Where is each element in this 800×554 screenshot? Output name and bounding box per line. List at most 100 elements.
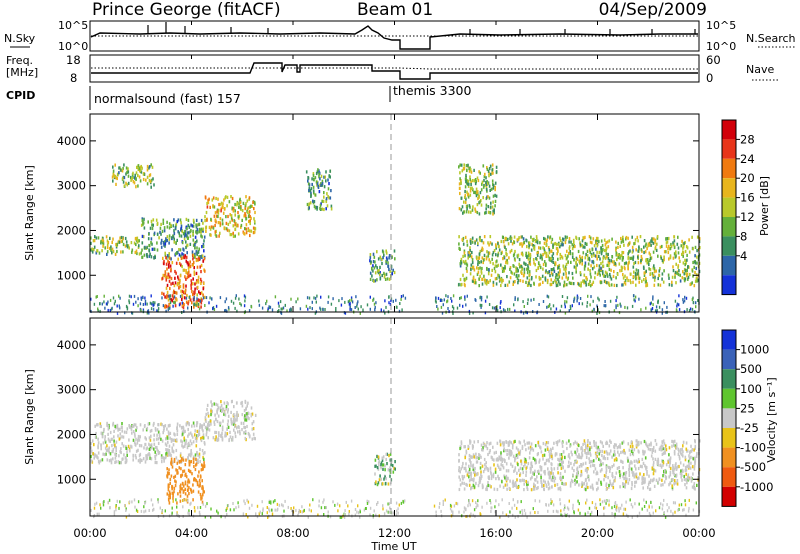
- data-cell: [202, 229, 204, 233]
- data-cell: [235, 224, 238, 228]
- data-cell: [468, 254, 471, 258]
- data-cell: [470, 471, 473, 475]
- data-cell: [592, 261, 595, 265]
- data-cell: [162, 241, 165, 245]
- data-cell: [653, 283, 656, 287]
- data-cell: [160, 241, 162, 245]
- data-cell: [481, 266, 483, 271]
- data-cell: [179, 248, 182, 252]
- data-cell: [475, 481, 477, 485]
- data-cell: [223, 226, 226, 231]
- data-cell: [625, 480, 627, 484]
- data-cell: [590, 295, 592, 299]
- data-cell: [620, 450, 622, 455]
- data-cell: [92, 239, 95, 243]
- data-cell: [234, 418, 237, 422]
- data-cell: [379, 277, 382, 281]
- data-cell: [486, 467, 488, 471]
- data-cell: [677, 265, 679, 269]
- data-cell: [466, 207, 468, 211]
- data-cell: [223, 410, 226, 414]
- data-cell: [566, 300, 568, 304]
- data-cell: [582, 462, 585, 466]
- data-cell: [472, 265, 475, 269]
- data-cell: [195, 463, 197, 467]
- data-cell: [613, 463, 615, 467]
- data-cell: [478, 212, 481, 216]
- data-cell: [630, 272, 632, 276]
- data-cell: [311, 307, 313, 311]
- data-cell: [192, 421, 195, 425]
- data-cell: [112, 421, 115, 425]
- data-cell: [596, 481, 599, 485]
- data-cell: [212, 196, 215, 200]
- data-cell: [463, 445, 465, 449]
- data-cell: [208, 423, 211, 427]
- data-cell: [551, 478, 554, 483]
- data-cell: [642, 480, 645, 484]
- data-cell: [173, 237, 175, 241]
- data-cell: [505, 474, 508, 478]
- data-cell: [189, 260, 191, 264]
- data-cell: [187, 300, 190, 304]
- data-cell: [473, 477, 475, 481]
- data-cell: [550, 257, 552, 261]
- data-cell: [171, 461, 174, 465]
- data-cell: [382, 455, 385, 459]
- data-cell: [119, 436, 122, 440]
- data-cell: [595, 241, 598, 245]
- data-cell: [578, 483, 580, 487]
- data-cell: [380, 466, 382, 470]
- data-cell: [624, 482, 627, 487]
- data-cell: [472, 454, 475, 459]
- data-cell: [669, 456, 672, 460]
- data-cell: [252, 226, 255, 230]
- data-cell: [120, 461, 122, 465]
- data-cell: [485, 282, 488, 286]
- data-cell: [536, 486, 538, 491]
- data-cell: [119, 296, 121, 300]
- data-cell: [617, 303, 619, 307]
- data-cell: [637, 239, 639, 243]
- data-cell: [669, 459, 672, 463]
- data-cell: [305, 170, 308, 174]
- data-cell: [559, 282, 561, 286]
- data-cell: [567, 260, 569, 264]
- data-cell: [497, 251, 500, 255]
- data-cell: [579, 241, 581, 245]
- data-cell: [236, 426, 238, 430]
- data-cell: [632, 257, 634, 262]
- data-cell: [125, 456, 127, 460]
- data-cell: [97, 444, 99, 448]
- data-cell: [456, 306, 459, 310]
- data-cell: [104, 446, 107, 450]
- data-cell: [523, 457, 526, 461]
- data-cell: [389, 469, 391, 473]
- data-cell: [502, 466, 505, 470]
- data-cell: [535, 268, 538, 273]
- data-cell: [497, 253, 499, 257]
- data-cell: [530, 461, 533, 465]
- data-cell: [556, 283, 559, 287]
- data-cell: [167, 485, 170, 489]
- beam-title: Beam 01: [357, 0, 433, 20]
- data-cell: [586, 468, 588, 472]
- data-cell: [571, 243, 574, 247]
- nave-tick-high: 60: [706, 53, 721, 67]
- data-cell: [686, 308, 688, 312]
- data-cell: [220, 201, 223, 205]
- data-cell: [540, 465, 543, 469]
- data-cell: [688, 250, 691, 254]
- data-cell: [459, 277, 462, 282]
- data-cell: [151, 446, 153, 450]
- data-cell: [197, 230, 199, 234]
- data-cell: [204, 426, 207, 430]
- data-cell: [234, 431, 236, 435]
- data-cell: [163, 305, 166, 309]
- data-cell: [181, 432, 184, 436]
- data-cell: [639, 472, 641, 476]
- data-cell: [215, 214, 218, 218]
- data-cell: [200, 468, 203, 472]
- data-cell: [672, 256, 675, 260]
- data-cell: [195, 457, 197, 461]
